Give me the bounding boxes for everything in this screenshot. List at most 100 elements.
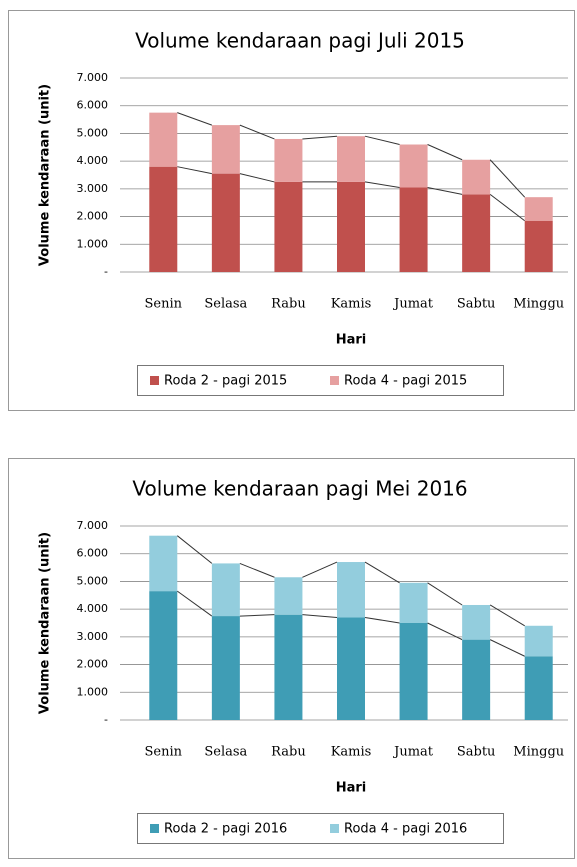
bar [274, 181, 303, 272]
bar [149, 166, 178, 272]
x-tick-label: Kamis [331, 297, 372, 312]
x-tick-label: Sabtu [457, 297, 496, 312]
bar [211, 125, 240, 174]
x-tick-label: Minggu [513, 297, 564, 312]
series-line [489, 604, 525, 627]
bar [274, 614, 303, 720]
series-line [302, 614, 338, 618]
series-line [489, 639, 525, 657]
y-tick-label: 5.000 [77, 126, 109, 139]
x-tick-label: Jumat [392, 745, 434, 760]
x-tick-label: Selasa [204, 297, 247, 312]
bar [274, 138, 303, 182]
y-tick-label: - [104, 265, 108, 278]
series-line [239, 614, 275, 617]
series-line [427, 582, 463, 606]
legend-swatch [330, 824, 339, 833]
x-tick-label: Kamis [331, 745, 372, 760]
x-axis-label: Hari [336, 781, 367, 796]
series-line [364, 135, 400, 146]
chart-title: Volume kendaraan pagi Mei 2016 [132, 477, 467, 501]
bar [399, 582, 428, 623]
bar [462, 159, 491, 195]
series-line [177, 166, 212, 175]
bar [337, 562, 365, 618]
series-line [489, 159, 526, 198]
y-tick-label: 2.000 [77, 210, 109, 223]
y-tick-label: 1.000 [77, 685, 109, 698]
y-tick-label: 2.000 [77, 658, 109, 671]
series-line [302, 561, 338, 578]
chart: Volume kendaraan pagi Mei 2016 - 1.000 2.00… [8, 458, 575, 859]
series-line [177, 112, 213, 126]
y-tick-label: 5.000 [77, 574, 109, 587]
x-tick-label: Jumat [392, 297, 434, 312]
bar [337, 136, 365, 182]
bar [462, 604, 491, 640]
y-axis-label: Volume kendaraan (unit) [38, 84, 53, 266]
x-tick-label: Selasa [204, 745, 247, 760]
y-tick-label: 1.000 [77, 237, 109, 250]
legend-frame [137, 813, 504, 844]
y-tick-label: - [104, 713, 108, 726]
bar [462, 194, 491, 272]
bar [337, 181, 365, 272]
legend-label: Roda 4 - pagi 2015 [344, 374, 467, 389]
series-line [427, 622, 463, 641]
legend-swatch [150, 824, 159, 833]
series-line [427, 144, 463, 161]
bar [211, 563, 240, 617]
bar [337, 617, 365, 720]
legend-frame [137, 365, 504, 396]
chart-title: Volume kendaraan pagi Juli 2015 [135, 29, 465, 53]
bar [211, 616, 240, 720]
x-tick-label: Sabtu [457, 745, 496, 760]
chart: Volume kendaraan pagi Juli 2015 - 1.000 2.0… [8, 10, 575, 411]
y-tick-label: 3.000 [77, 630, 109, 643]
legend-swatch [150, 376, 159, 385]
series-line [176, 590, 213, 617]
bar [149, 591, 178, 720]
series-line [489, 194, 526, 222]
x-tick-label: Senin [145, 745, 183, 760]
series-line [364, 181, 400, 188]
legend: Roda 2 - pagi 2016 Roda 4 - pagi 2016 [137, 813, 504, 844]
y-tick-label: 4.000 [77, 154, 109, 167]
legend-label: Roda 2 - pagi 2015 [164, 374, 287, 389]
legend-label: Roda 4 - pagi 2016 [344, 822, 467, 837]
series-line [239, 124, 275, 140]
series-line [176, 535, 213, 564]
series-line [427, 186, 463, 195]
series-line [239, 173, 275, 183]
y-tick-label: 6.000 [77, 547, 109, 560]
x-tick-label: Rabu [271, 297, 306, 312]
series-line [302, 135, 338, 140]
bar [149, 112, 178, 167]
legend-swatch [330, 376, 339, 385]
y-tick-label: 4.000 [77, 602, 109, 615]
x-tick-label: Rabu [271, 745, 306, 760]
bar [524, 197, 553, 221]
legend: Roda 2 - pagi 2015 Roda 4 - pagi 2015 [137, 365, 504, 396]
y-tick-label: 6.000 [77, 99, 109, 112]
y-axis-label: Volume kendaraan (unit) [38, 532, 53, 714]
bar [524, 220, 553, 272]
bar [149, 535, 178, 592]
y-tick-label: 7.000 [77, 71, 109, 84]
series-line [364, 561, 400, 584]
bar [211, 173, 240, 272]
bar [274, 577, 303, 615]
x-tick-label: Minggu [513, 745, 564, 760]
series-line [239, 562, 275, 578]
bar [524, 625, 553, 657]
legend-label: Roda 2 - pagi 2016 [164, 822, 287, 837]
bar [524, 656, 553, 720]
y-tick-label: 7.000 [77, 519, 109, 532]
x-tick-label: Senin [145, 297, 183, 312]
series-line [364, 616, 400, 624]
y-tick-label: 3.000 [77, 182, 109, 195]
bar [462, 639, 491, 720]
bar [399, 187, 428, 272]
x-axis-label: Hari [336, 333, 367, 348]
